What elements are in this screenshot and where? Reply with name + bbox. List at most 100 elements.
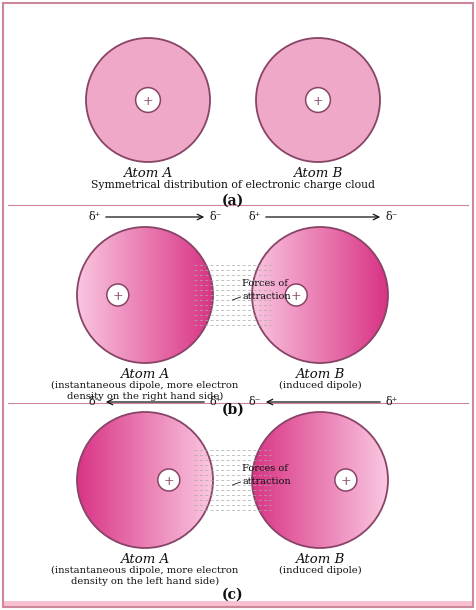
Bar (162, 227, 164, 363)
Text: +: + (143, 95, 153, 108)
Bar (329, 412, 331, 548)
Bar (212, 227, 214, 363)
Bar (119, 412, 121, 548)
Bar (89, 412, 92, 548)
Bar (135, 412, 138, 548)
Bar (148, 412, 150, 548)
Bar (112, 227, 115, 363)
Bar (381, 412, 383, 548)
Bar (335, 227, 337, 363)
Bar (312, 412, 314, 548)
Bar (140, 227, 142, 363)
Bar (107, 227, 109, 363)
Bar (251, 227, 253, 363)
Bar (131, 227, 133, 363)
Bar (163, 412, 165, 548)
Bar (377, 227, 379, 363)
Bar (80, 227, 83, 363)
Bar (367, 227, 369, 363)
Bar (327, 412, 329, 548)
Bar (291, 412, 293, 548)
Bar (353, 227, 355, 363)
Bar (310, 227, 312, 363)
Bar (186, 412, 188, 548)
Bar (314, 227, 316, 363)
Bar (356, 412, 358, 548)
Bar (350, 412, 352, 548)
Bar (211, 412, 213, 548)
Bar (166, 412, 169, 548)
Bar (212, 412, 214, 548)
Bar (336, 227, 337, 363)
Bar (111, 227, 113, 363)
Bar (264, 412, 266, 548)
Bar (385, 227, 387, 363)
Bar (120, 227, 123, 363)
Text: Atom B: Atom B (293, 167, 343, 180)
Bar (194, 412, 196, 548)
Bar (79, 227, 81, 363)
Bar (147, 227, 149, 363)
Bar (78, 412, 80, 548)
Bar (316, 227, 318, 363)
Bar (288, 227, 289, 363)
Bar (331, 227, 333, 363)
Bar (381, 227, 383, 363)
Bar (105, 227, 107, 363)
Bar (117, 412, 119, 548)
Bar (299, 227, 301, 363)
Bar (346, 227, 348, 363)
Bar (146, 227, 148, 363)
Bar (289, 412, 291, 548)
Text: (induced dipole): (induced dipole) (278, 566, 361, 575)
Bar (118, 412, 120, 548)
Bar (377, 412, 379, 548)
Circle shape (335, 469, 357, 491)
Bar (285, 227, 288, 363)
Bar (330, 227, 332, 363)
Bar (359, 227, 362, 363)
Bar (126, 412, 129, 548)
Bar (190, 227, 192, 363)
Bar (185, 227, 187, 363)
Bar (261, 227, 263, 363)
Bar (362, 412, 364, 548)
Bar (340, 227, 342, 363)
Bar (282, 227, 284, 363)
Bar (323, 227, 325, 363)
Bar (196, 412, 198, 548)
Bar (203, 412, 205, 548)
Bar (268, 227, 270, 363)
Text: δ⁺: δ⁺ (209, 397, 221, 407)
Bar (160, 227, 163, 363)
Bar (288, 412, 289, 548)
Bar (179, 412, 181, 548)
Bar (202, 412, 204, 548)
Bar (149, 227, 151, 363)
Bar (210, 227, 212, 363)
Bar (382, 412, 385, 548)
Bar (98, 412, 100, 548)
Bar (198, 227, 200, 363)
Bar (114, 412, 116, 548)
Bar (190, 412, 192, 548)
Bar (352, 227, 354, 363)
Bar (363, 227, 365, 363)
Bar (251, 412, 253, 548)
Bar (254, 412, 257, 548)
Bar (252, 412, 254, 548)
Bar (89, 227, 92, 363)
Bar (309, 412, 311, 548)
Bar (297, 227, 299, 363)
Bar (76, 412, 78, 548)
Text: δ⁻: δ⁻ (385, 212, 397, 222)
Bar (82, 227, 84, 363)
Bar (101, 227, 103, 363)
Bar (305, 227, 307, 363)
Bar (193, 227, 195, 363)
Bar (92, 412, 94, 548)
Bar (324, 227, 326, 363)
Bar (208, 227, 209, 363)
Bar (254, 227, 257, 363)
Bar (367, 412, 369, 548)
